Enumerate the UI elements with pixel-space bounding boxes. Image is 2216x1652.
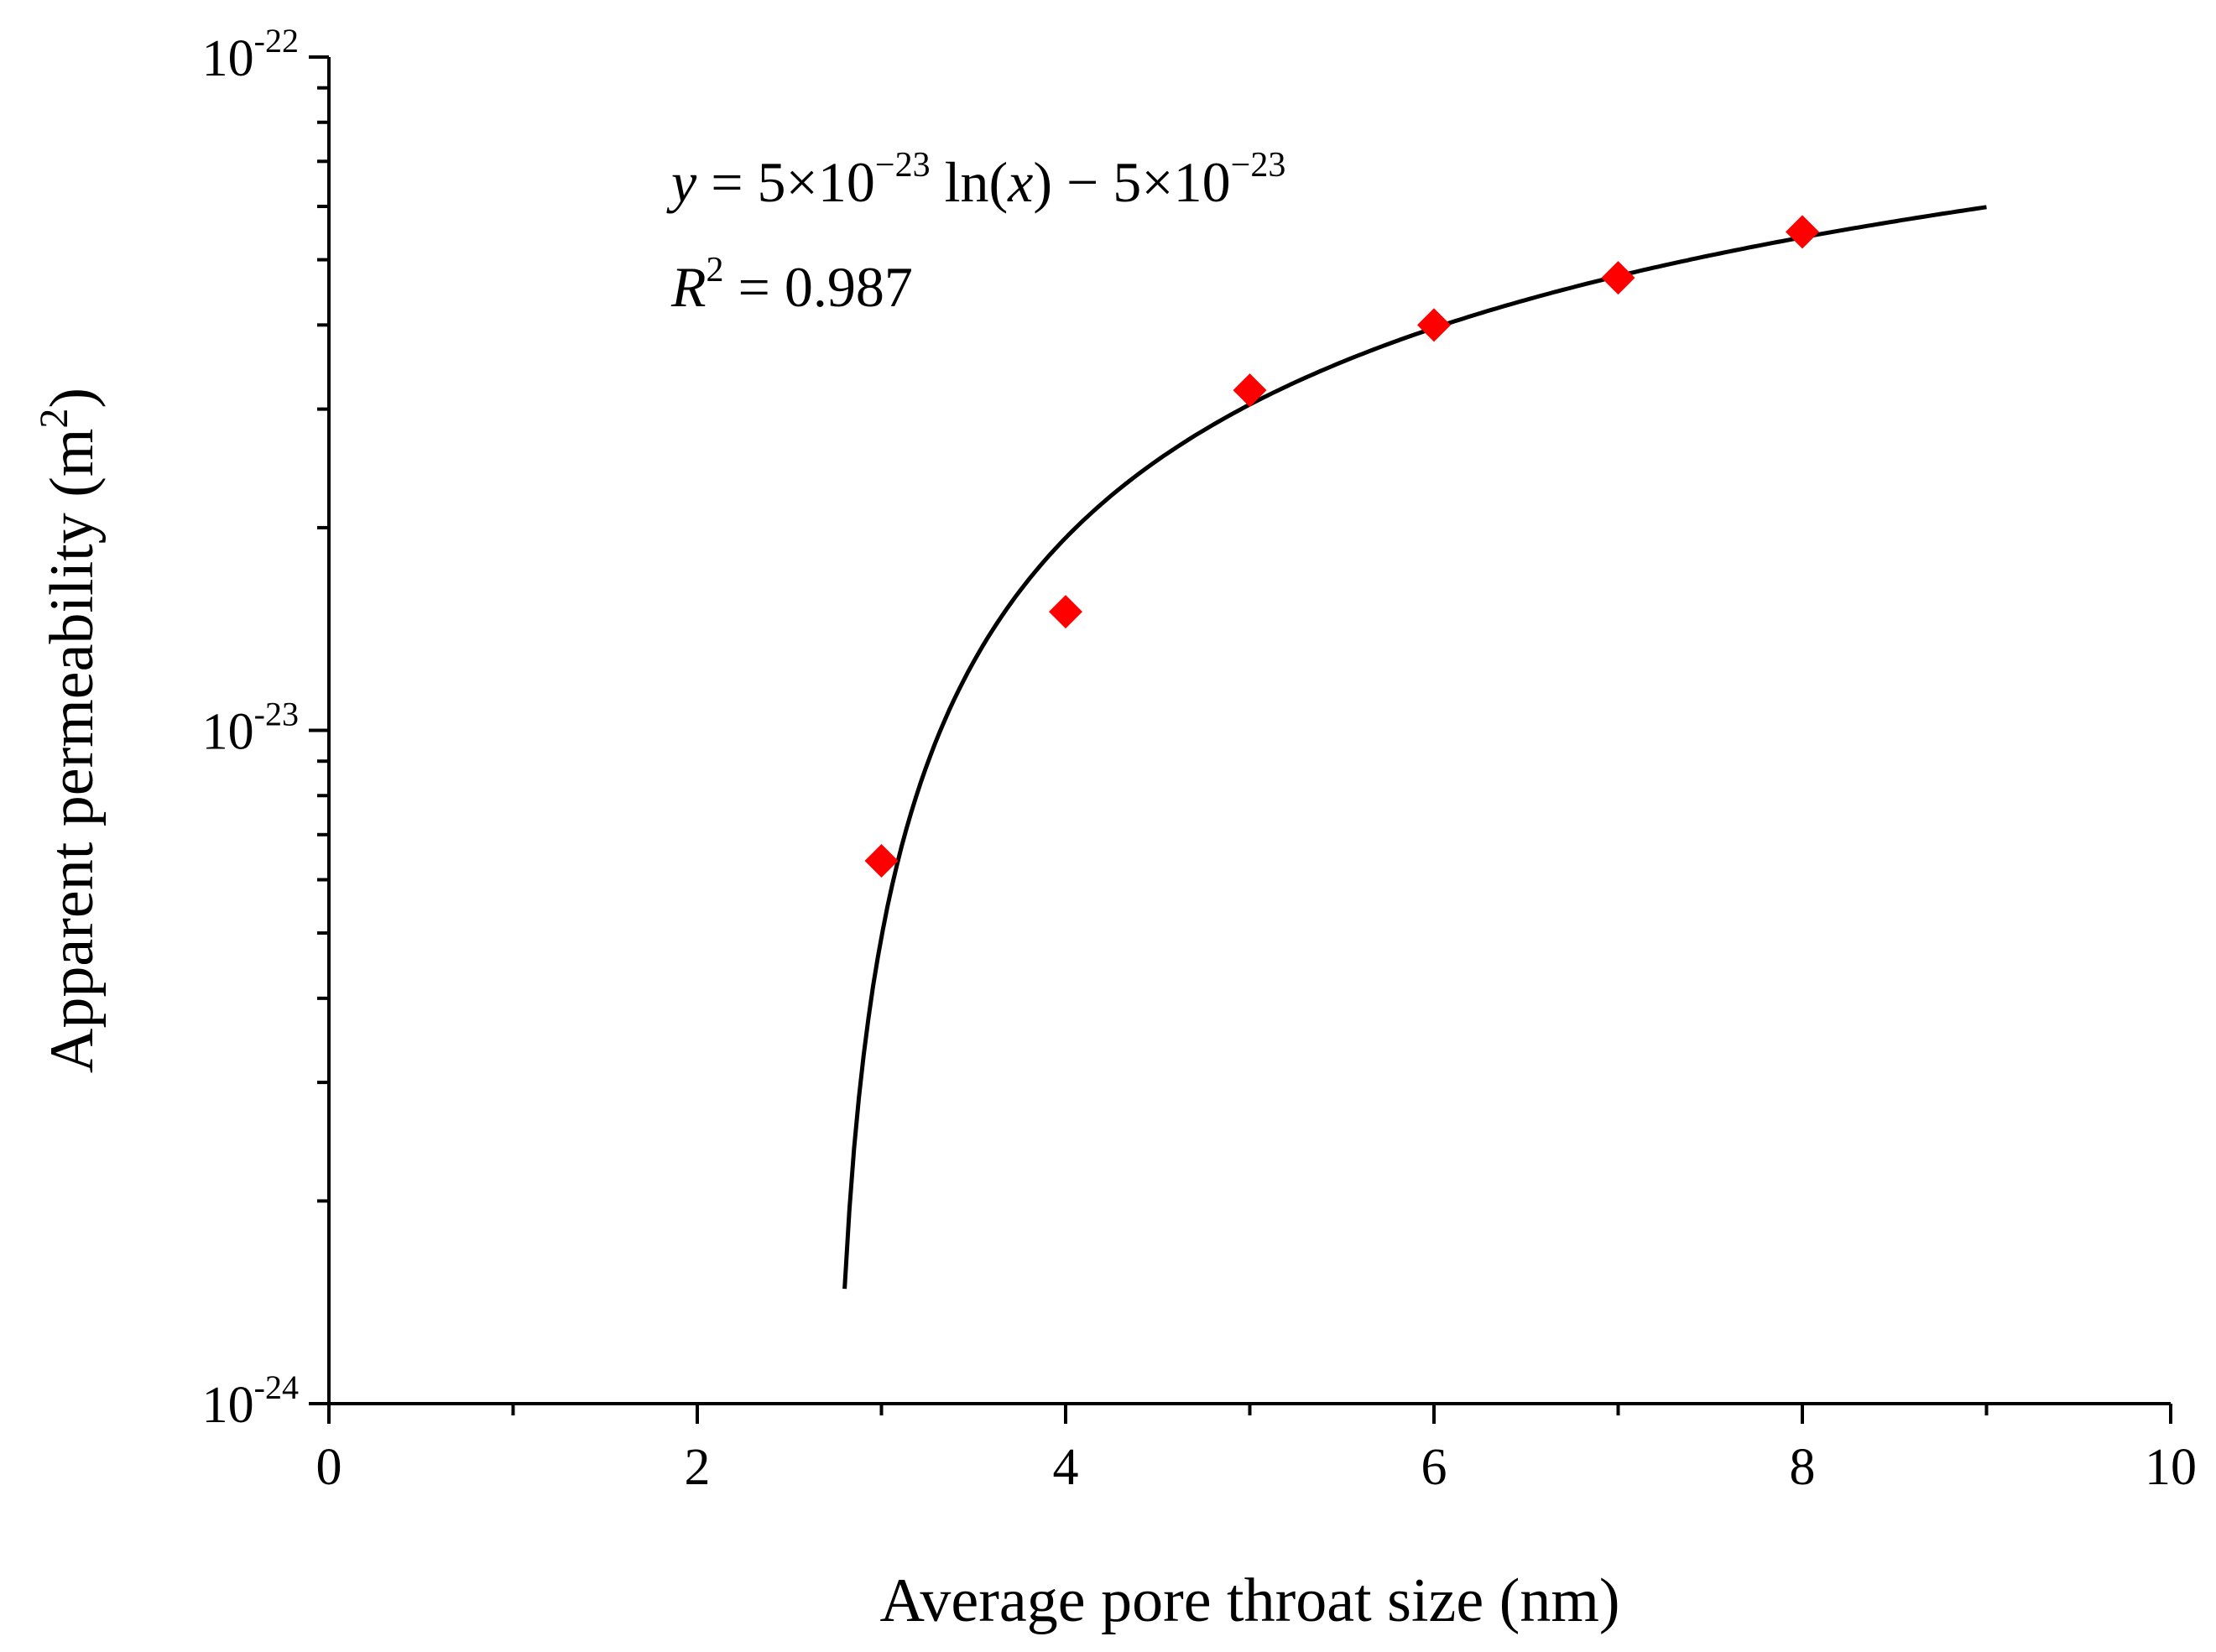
data-point-diamond — [1417, 308, 1451, 342]
x-axis-title: Average pore throat size (nm) — [879, 1566, 1619, 1635]
data-points — [864, 215, 1819, 878]
x-tick-label: 2 — [685, 1439, 711, 1496]
axes — [327, 57, 2171, 1405]
r-squared-r: R — [670, 255, 707, 319]
x-tick-label: 10 — [2145, 1439, 2197, 1496]
y-axis-title-text: Apparent permeability (m — [38, 429, 107, 1074]
fit-curve-group — [842, 205, 1987, 1290]
equation-part: = 5×10 — [696, 150, 875, 214]
equation-x: x — [1007, 150, 1033, 214]
x-tick-label: 8 — [1790, 1439, 1816, 1496]
fit-equation: y = 5×10−23 ln(x) − 5×10−23 — [666, 146, 1285, 214]
data-point-diamond — [1233, 373, 1267, 408]
y-tick-label: 10-23 — [202, 696, 299, 761]
data-point-diamond — [1601, 261, 1635, 295]
y-tick-exponent: -24 — [254, 1368, 299, 1406]
data-point-diamond — [1049, 595, 1082, 629]
x-tick-label: 6 — [1421, 1439, 1447, 1496]
equation-part: ) − 5×10 — [1033, 150, 1230, 214]
x-tick-label: 4 — [1053, 1439, 1079, 1496]
data-point-diamond — [864, 844, 899, 878]
equation-y: y — [666, 150, 697, 214]
y-tick-base: 10 — [202, 1377, 254, 1434]
equation-exponent: −23 — [1231, 146, 1286, 185]
y-axis-title: Apparent permeability (m2) — [32, 388, 107, 1073]
y-axis-title-superscript: 2 — [32, 409, 76, 429]
fit-curve — [842, 205, 1987, 1290]
y-tick-exponent: -22 — [254, 22, 299, 60]
r-squared-exponent: 2 — [707, 251, 724, 289]
y-tick-label: 10-22 — [202, 22, 299, 87]
equation-exponent: −23 — [875, 146, 931, 185]
r-squared: R2 = 0.987 — [670, 251, 913, 319]
r-squared-value: = 0.987 — [724, 255, 913, 319]
y-tick-label: 10-24 — [202, 1368, 299, 1434]
y-axis-title-close: ) — [38, 388, 107, 409]
y-tick-base: 10 — [202, 30, 254, 87]
y-tick-exponent: -23 — [254, 696, 299, 733]
ticks — [309, 55, 2172, 1424]
x-tick-label: 0 — [316, 1439, 342, 1496]
equation-part: ln( — [931, 150, 1009, 214]
y-tick-base: 10 — [202, 704, 254, 761]
data-point-diamond — [1786, 215, 1819, 249]
